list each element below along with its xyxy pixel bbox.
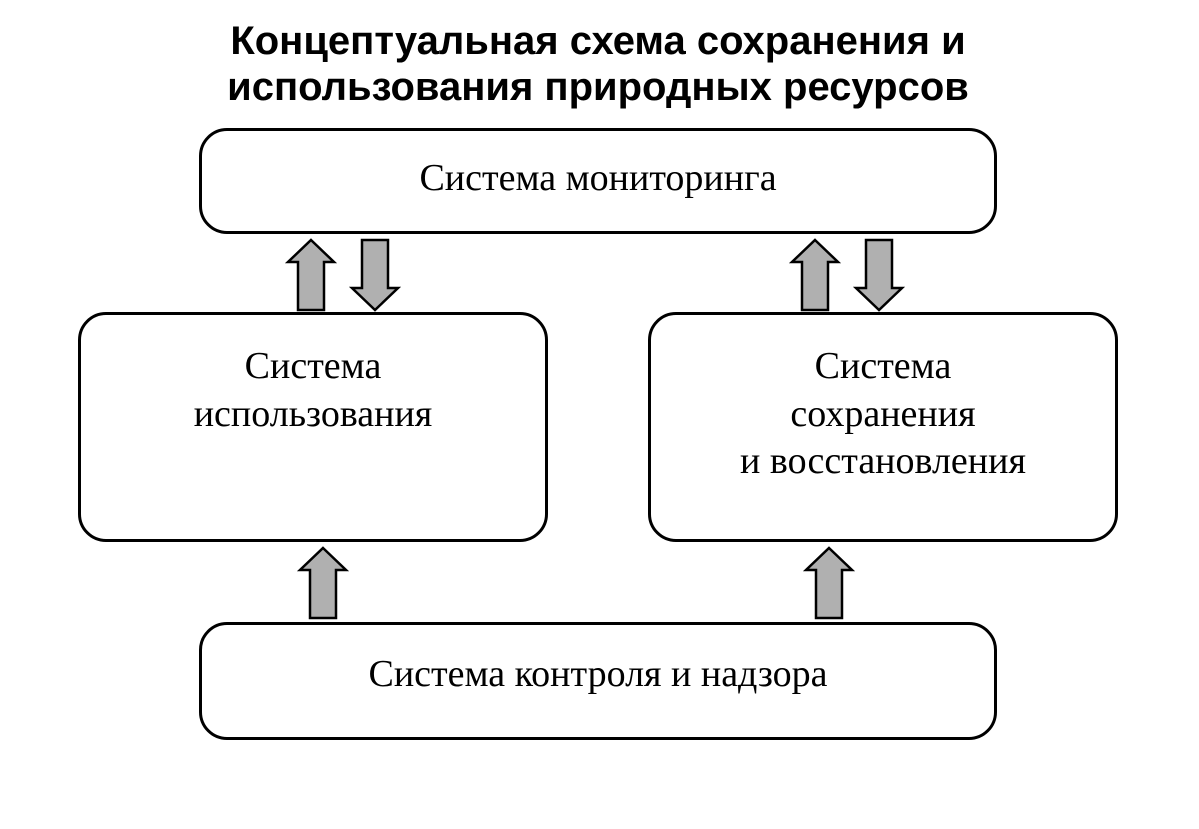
node-monitoring-label: Система мониторинга	[419, 131, 776, 203]
node-control: Система контроля и надзора	[199, 622, 997, 740]
preservation-to-monitoring-arrow-icon	[792, 240, 838, 310]
diagram-title: Концептуальная схема сохранения и исполь…	[138, 18, 1058, 110]
node-usage-label: Система использования	[194, 315, 433, 438]
diagram-canvas: Концептуальная схема сохранения и исполь…	[0, 0, 1199, 829]
node-usage: Система использования	[78, 312, 548, 542]
control-to-usage-arrow-icon	[300, 548, 346, 618]
node-control-label: Система контроля и надзора	[368, 625, 827, 699]
control-to-preservation-arrow-icon	[806, 548, 852, 618]
usage-to-monitoring-arrow-icon	[288, 240, 334, 310]
node-preservation-label: Система сохранения и восстановления	[740, 315, 1026, 486]
monitoring-to-preservation-arrow-icon	[856, 240, 902, 310]
node-monitoring: Система мониторинга	[199, 128, 997, 234]
node-preservation: Система сохранения и восстановления	[648, 312, 1118, 542]
monitoring-to-usage-arrow-icon	[352, 240, 398, 310]
